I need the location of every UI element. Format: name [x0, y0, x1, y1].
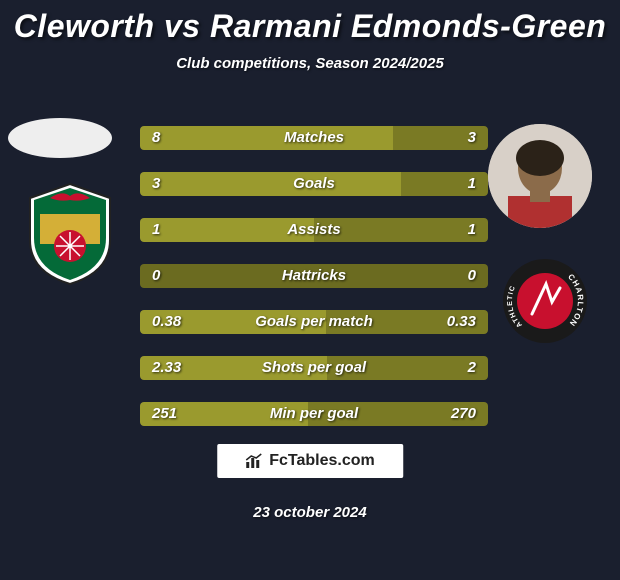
bar-left-fill	[140, 402, 308, 426]
bar-left-fill	[140, 218, 314, 242]
bar-right-fill	[401, 172, 488, 196]
player-left-avatar	[8, 118, 112, 158]
comparison-bars: Matches83 Goals31 Assists11 Hattricks00 Goal…	[140, 126, 488, 448]
stat-row: Assists11	[140, 218, 488, 242]
footer-date: 23 october 2024	[0, 504, 620, 521]
brand-text: FcTables.com	[269, 452, 375, 470]
bar-right-fill	[326, 310, 488, 334]
bar-left-fill	[140, 310, 326, 334]
bar-right-fill	[308, 402, 488, 426]
bar-left-fill	[140, 172, 401, 196]
stat-row: Hattricks00	[140, 264, 488, 288]
bar-right-fill	[327, 356, 488, 380]
stat-row: Goals per match0.380.33	[140, 310, 488, 334]
club-right-crest: CHARLTON ATHLETIC	[502, 258, 588, 344]
bar-left-fill	[140, 126, 393, 150]
stat-row: Shots per goal2.332	[140, 356, 488, 380]
brand-badge: FcTables.com	[217, 444, 403, 478]
subtitle: Club competitions, Season 2024/2025	[0, 55, 620, 72]
bar-left-fill	[140, 264, 314, 288]
stat-row: Goals31	[140, 172, 488, 196]
player-right-avatar	[488, 124, 592, 228]
bar-left-fill	[140, 356, 327, 380]
bar-right-fill	[393, 126, 488, 150]
page-title: Cleworth vs Rarmani Edmonds-Green	[0, 0, 620, 45]
bar-right-fill	[314, 218, 488, 242]
bar-right-fill	[314, 264, 488, 288]
chart-icon	[245, 453, 263, 469]
stat-row: Min per goal251270	[140, 402, 488, 426]
club-left-crest	[22, 180, 118, 288]
stat-row: Matches83	[140, 126, 488, 150]
